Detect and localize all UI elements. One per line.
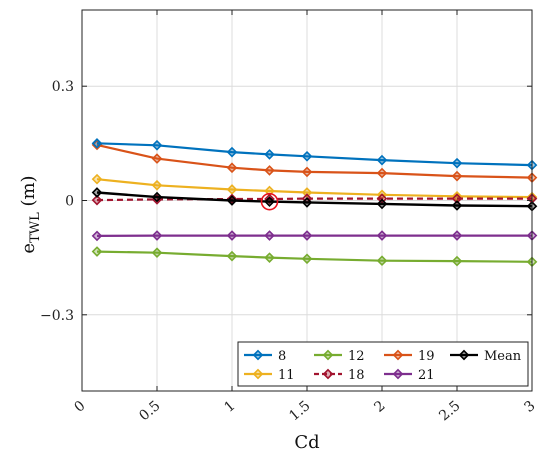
- data-point: [376, 154, 388, 166]
- x-tick-label: 3: [521, 398, 538, 416]
- series-layer: [91, 138, 538, 268]
- x-tick-label: 2.5: [436, 398, 463, 425]
- legend-box: [237, 341, 529, 387]
- legend-label: 19: [418, 349, 435, 364]
- series-12: [91, 246, 538, 268]
- legend-label: 12: [348, 349, 365, 364]
- data-point: [301, 150, 313, 162]
- x-tick-label: 1.5: [286, 398, 313, 425]
- legend-label: 11: [278, 368, 295, 383]
- series-line: [96, 143, 533, 179]
- data-point: [151, 153, 163, 164]
- series-line: [96, 191, 533, 208]
- data-point: [91, 194, 103, 206]
- y-tick-label: 0: [65, 194, 74, 210]
- series-line: [96, 142, 533, 167]
- legend-swatch-marker: [252, 368, 264, 380]
- highlight-circle: [260, 192, 279, 211]
- legend-swatch-marker: [322, 349, 334, 361]
- data-point: [91, 230, 103, 242]
- data-point: [451, 193, 463, 204]
- legend-swatch-marker: [392, 368, 404, 380]
- data-point: [376, 230, 388, 241]
- data-point: [226, 184, 238, 195]
- data-point: [91, 246, 103, 257]
- series-line: [96, 197, 532, 202]
- data-point: [226, 146, 238, 158]
- data-point: [301, 187, 313, 198]
- data-point: [226, 230, 238, 241]
- legend-item-18: 18: [314, 368, 365, 383]
- series-8: [91, 138, 538, 171]
- data-point: [264, 165, 275, 176]
- highlight-layer: [260, 192, 279, 211]
- data-point: [151, 191, 163, 203]
- data-point: [376, 255, 388, 267]
- legend-swatch-marker: [392, 349, 404, 361]
- data-point: [451, 157, 463, 169]
- series-mean: [91, 187, 538, 212]
- y-axis-label-main: e: [18, 243, 39, 254]
- data-point: [151, 230, 163, 241]
- data-point: [226, 250, 238, 262]
- legend-swatch-marker: [322, 368, 334, 380]
- legend-swatch-marker: [458, 349, 470, 361]
- x-tick-label: 2: [371, 398, 388, 416]
- legend-label: 18: [348, 368, 365, 383]
- data-point: [151, 179, 163, 191]
- y-axis-label-unit: (m): [18, 175, 39, 212]
- x-tick-label: 0.5: [136, 398, 163, 425]
- data-point: [151, 247, 163, 259]
- legend-label: Mean: [484, 349, 522, 364]
- data-point: [451, 230, 463, 241]
- x-axis-label: Cd: [294, 432, 319, 453]
- legend-item-12: 12: [314, 349, 365, 364]
- legend-swatch-marker: [252, 349, 264, 361]
- series-21: [91, 230, 538, 242]
- data-point: [264, 196, 275, 207]
- data-point: [301, 230, 313, 241]
- legend-item-19: 19: [384, 349, 435, 364]
- legend-label: 21: [418, 368, 435, 383]
- y-axis-label: eTWL (m): [18, 175, 43, 253]
- legend: 8 12 19 Mean 11 18 21: [237, 341, 529, 387]
- legend-item-11: 11: [244, 368, 295, 383]
- data-point: [376, 198, 388, 210]
- data-point: [264, 149, 275, 160]
- x-tick-label: 0: [71, 398, 88, 416]
- x-tick-label: 1: [221, 398, 238, 416]
- data-point: [451, 200, 463, 211]
- data-point: [301, 166, 313, 178]
- legend-item-21: 21: [384, 368, 435, 383]
- data-point: [264, 230, 275, 241]
- legend-item-8: 8: [244, 349, 286, 364]
- data-point: [91, 173, 103, 185]
- y-tick-label: −0.3: [40, 308, 74, 324]
- data-point: [451, 170, 463, 182]
- data-point: [226, 162, 238, 174]
- data-point: [264, 252, 275, 263]
- series-line: [96, 178, 533, 199]
- data-point: [451, 255, 463, 267]
- y-axis-label-sub: TWL: [28, 212, 43, 243]
- series-11: [91, 173, 538, 203]
- data-point: [91, 187, 103, 198]
- series-line: [96, 250, 533, 263]
- legend-item-mean: Mean: [450, 349, 522, 364]
- data-point: [376, 167, 388, 179]
- data-point: [91, 138, 103, 149]
- data-point: [226, 195, 238, 206]
- legend-label: 8: [278, 349, 286, 364]
- data-point: [301, 197, 313, 208]
- data-point: [151, 139, 163, 151]
- y-tick-label: 0.3: [52, 79, 74, 95]
- data-point: [301, 253, 313, 265]
